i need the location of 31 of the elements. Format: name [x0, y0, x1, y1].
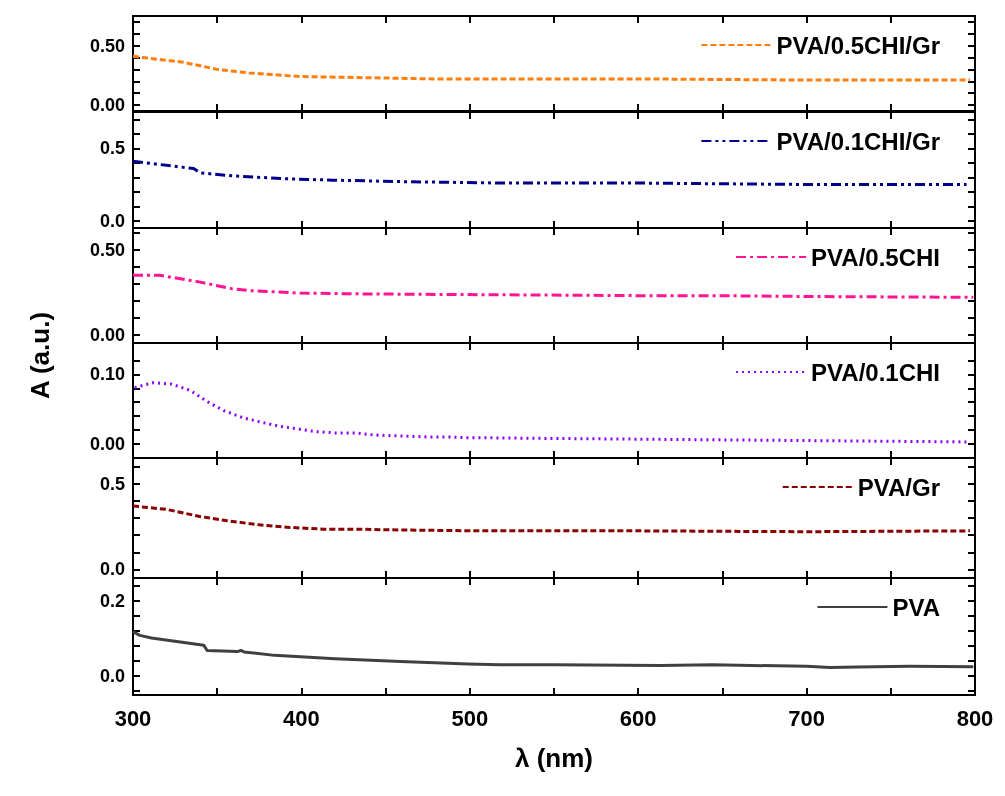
- y-tick-label: 0.0: [99, 666, 125, 687]
- y-tick-label: 0.2: [99, 590, 125, 611]
- legend-label: PVA: [892, 593, 941, 621]
- legend-label: PVA/0.5CHI/Gr: [776, 31, 940, 59]
- x-tick-label: 800: [956, 705, 994, 731]
- y-tick-label: 0.00: [89, 324, 125, 345]
- x-tick-label: 700: [788, 705, 825, 731]
- line-series: [131, 630, 975, 669]
- y-tick-label: 0.00: [89, 95, 125, 115]
- y-axis-title: A (a.u.): [24, 311, 56, 400]
- y-tick-label: 0.0: [99, 210, 125, 231]
- x-tick-label: 300: [114, 705, 152, 731]
- y-tick-label: 0.10: [89, 364, 125, 385]
- x-axis-title: λ (nm): [515, 743, 593, 773]
- x-tick-label: 500: [451, 705, 489, 731]
- y-tick-label: 0.00: [89, 434, 125, 455]
- legend-label: PVA/0.1CHI: [811, 358, 941, 386]
- line-series: [131, 273, 975, 299]
- y-tick-label: 0.50: [89, 35, 125, 56]
- legend-label: PVA/0.1CHI/Gr: [776, 127, 940, 155]
- legend-label: PVA/0.5CHI: [811, 243, 941, 271]
- line-series: [131, 504, 972, 534]
- line-series: [131, 54, 972, 82]
- y-tick-label: 0.5: [99, 473, 125, 494]
- y-tick-label: 0.50: [89, 239, 125, 260]
- y-tick-label: 0.5: [99, 138, 125, 159]
- x-tick-label: 400: [283, 705, 320, 731]
- y-tick-label: 0.0: [99, 559, 125, 580]
- legend-label: PVA/Gr: [857, 473, 941, 501]
- x-tick-label: 600: [619, 705, 657, 731]
- line-series: [131, 159, 969, 186]
